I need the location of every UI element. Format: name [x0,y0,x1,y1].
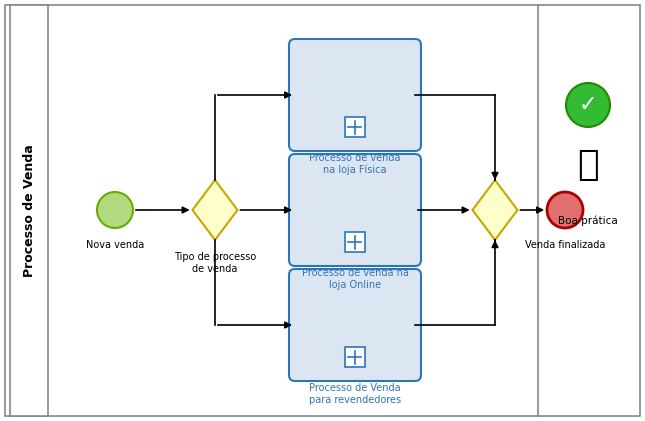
Bar [345,117,365,137]
Polygon shape [192,180,237,240]
Text: 👍: 👍 [577,148,599,182]
FancyBboxPatch shape [289,269,421,381]
Text: ✓: ✓ [579,95,597,115]
Text: Tipo de processo
de venda: Tipo de processo de venda [174,252,256,274]
FancyBboxPatch shape [289,154,421,266]
Bar [345,347,365,367]
Circle shape [547,192,583,228]
Circle shape [97,192,133,228]
Bar [345,232,365,252]
Text: Processo de venda
na loja Física: Processo de venda na loja Física [309,153,401,175]
Text: Boa prática: Boa prática [558,215,618,226]
Bar [10,5,48,416]
FancyBboxPatch shape [289,39,421,151]
Text: Processo de venda na
loja Online: Processo de venda na loja Online [302,268,408,290]
Circle shape [566,83,610,127]
Text: Processo de Venda: Processo de Venda [23,144,35,277]
Text: Nova venda: Nova venda [86,240,144,250]
Text: Processo de Venda
para revendedores: Processo de Venda para revendedores [309,383,401,405]
Polygon shape [473,180,517,240]
Text: Venda finalizada: Venda finalizada [525,240,605,250]
